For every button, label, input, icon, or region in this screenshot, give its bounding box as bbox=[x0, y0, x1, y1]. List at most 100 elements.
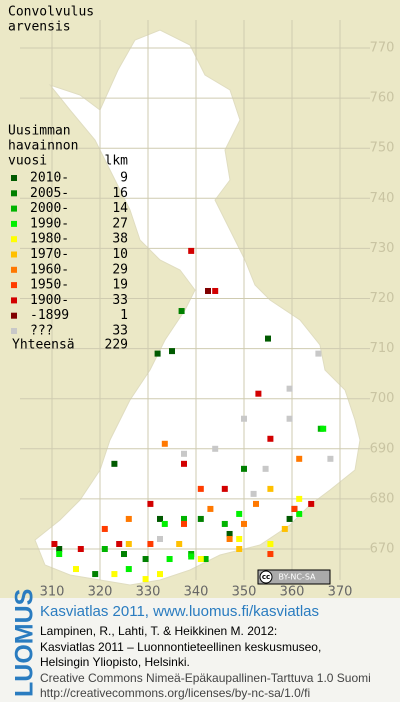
occurrence-square bbox=[125, 540, 132, 547]
occurrence-square bbox=[51, 540, 58, 547]
badge-text: BY-NC-SA bbox=[278, 573, 316, 582]
license: http://creativecommons.org/licenses/by-n… bbox=[40, 686, 310, 700]
legend-count: 29 bbox=[112, 262, 128, 277]
citation: Kasviatlas 2011 – Luonnontieteellinen ke… bbox=[40, 640, 321, 654]
occurrence-square bbox=[181, 515, 187, 522]
occurrence-square bbox=[308, 500, 315, 507]
y-tick-label: 750 bbox=[370, 141, 395, 156]
occurrence-square bbox=[241, 520, 247, 527]
occurrence-square bbox=[77, 546, 84, 552]
occurrence-square bbox=[56, 546, 63, 552]
occurrence-square bbox=[142, 576, 149, 583]
legend-count: 33 bbox=[112, 324, 128, 339]
occurrence-square bbox=[296, 495, 303, 502]
x-tick-label: 320 bbox=[88, 585, 113, 600]
occurrence-square bbox=[327, 455, 334, 462]
y-tick-label: 770 bbox=[370, 41, 395, 56]
occurrence-square bbox=[142, 556, 149, 563]
occurrence-square bbox=[221, 520, 228, 527]
occurrence-square bbox=[125, 566, 132, 573]
occurrence-square bbox=[241, 415, 247, 422]
legend-label: 1990- bbox=[30, 216, 69, 231]
occurrence-square bbox=[320, 425, 327, 432]
citation: Lampinen, R., Lahti, T. & Heikkinen M. 2… bbox=[40, 624, 277, 638]
legend-count: 9 bbox=[120, 171, 128, 186]
legend-swatch bbox=[11, 205, 17, 212]
occurrence-square bbox=[147, 540, 154, 547]
legend-heading: vuosi bbox=[8, 154, 47, 169]
legend-swatch bbox=[11, 190, 17, 197]
legend-swatch bbox=[11, 220, 17, 227]
occurrence-square bbox=[267, 435, 274, 442]
license-badge: cc BY-NC-SA bbox=[257, 569, 331, 585]
occurrence-square bbox=[181, 450, 187, 457]
legend-label: 2010- bbox=[30, 171, 69, 186]
occurrence-square bbox=[236, 535, 243, 542]
occurrence-square bbox=[116, 540, 123, 547]
occurrence-square bbox=[296, 455, 303, 462]
occurrence-square bbox=[267, 551, 274, 558]
occurrence-square bbox=[255, 390, 262, 397]
occurrence-square bbox=[188, 247, 195, 254]
title: arvensis bbox=[8, 20, 71, 35]
legend-count: 10 bbox=[112, 247, 128, 262]
occurrence-square bbox=[212, 287, 219, 294]
occurrence-square bbox=[169, 348, 175, 355]
title: Convolvulus bbox=[8, 5, 94, 20]
occurrence-square bbox=[241, 465, 247, 472]
legend-swatch bbox=[11, 266, 17, 273]
legend-label: 1980- bbox=[30, 232, 69, 247]
occurrence-square bbox=[121, 551, 127, 558]
legend-total: 229 bbox=[105, 338, 128, 353]
occurrence-square bbox=[315, 350, 322, 357]
x-tick-label: 310 bbox=[40, 585, 65, 600]
legend-count: 16 bbox=[112, 186, 128, 201]
logo: LUOMUS bbox=[11, 589, 39, 697]
legend-count: 19 bbox=[112, 278, 128, 293]
y-tick-label: 690 bbox=[370, 441, 395, 456]
occurrence-square bbox=[205, 287, 211, 294]
occurrence-square bbox=[111, 571, 118, 578]
occurrence-square bbox=[197, 515, 204, 522]
occurrence-square bbox=[176, 540, 183, 547]
occurrence-square bbox=[286, 515, 293, 522]
y-tick-label: 730 bbox=[370, 241, 395, 256]
legend-swatch bbox=[11, 328, 17, 334]
legend-count: 33 bbox=[112, 293, 128, 308]
y-tick-label: 680 bbox=[370, 491, 395, 506]
legend-label: 2005- bbox=[30, 186, 69, 201]
occurrence-square bbox=[207, 505, 214, 512]
legend-swatch bbox=[11, 282, 17, 289]
occurrence-square bbox=[157, 535, 163, 542]
y-tick-label: 700 bbox=[370, 391, 395, 406]
occurrence-square bbox=[154, 350, 161, 357]
occurrence-square bbox=[226, 530, 233, 537]
occurrence-square bbox=[157, 515, 163, 522]
land bbox=[34, 29, 361, 586]
badge-cc: cc bbox=[262, 573, 270, 581]
x-tick-label: 340 bbox=[184, 585, 209, 600]
occurrence-square bbox=[267, 485, 274, 492]
occurrence-square bbox=[296, 510, 303, 517]
legend-label: 2000- bbox=[30, 201, 69, 216]
occurrence-square bbox=[101, 546, 108, 552]
badge-box bbox=[257, 569, 331, 585]
x-tick-label: 360 bbox=[280, 585, 305, 600]
occurrence-square bbox=[178, 308, 185, 315]
occurrence-square bbox=[253, 500, 259, 507]
occurrence-square bbox=[236, 510, 243, 517]
y-tick-label: 670 bbox=[370, 542, 395, 557]
occurrence-square bbox=[262, 465, 269, 472]
occurrence-square bbox=[265, 335, 271, 342]
occurrence-square bbox=[286, 415, 293, 422]
x-tick-label: 330 bbox=[136, 585, 161, 600]
occurrence-square bbox=[202, 556, 209, 563]
occurrence-square bbox=[281, 525, 288, 532]
occurrence-square bbox=[147, 500, 154, 507]
occurrence-square bbox=[212, 445, 219, 452]
x-tick-label: 370 bbox=[328, 585, 353, 600]
x-tick-label: 350 bbox=[232, 585, 257, 600]
occurrence-square bbox=[236, 546, 243, 552]
occurrence-square bbox=[161, 440, 168, 447]
